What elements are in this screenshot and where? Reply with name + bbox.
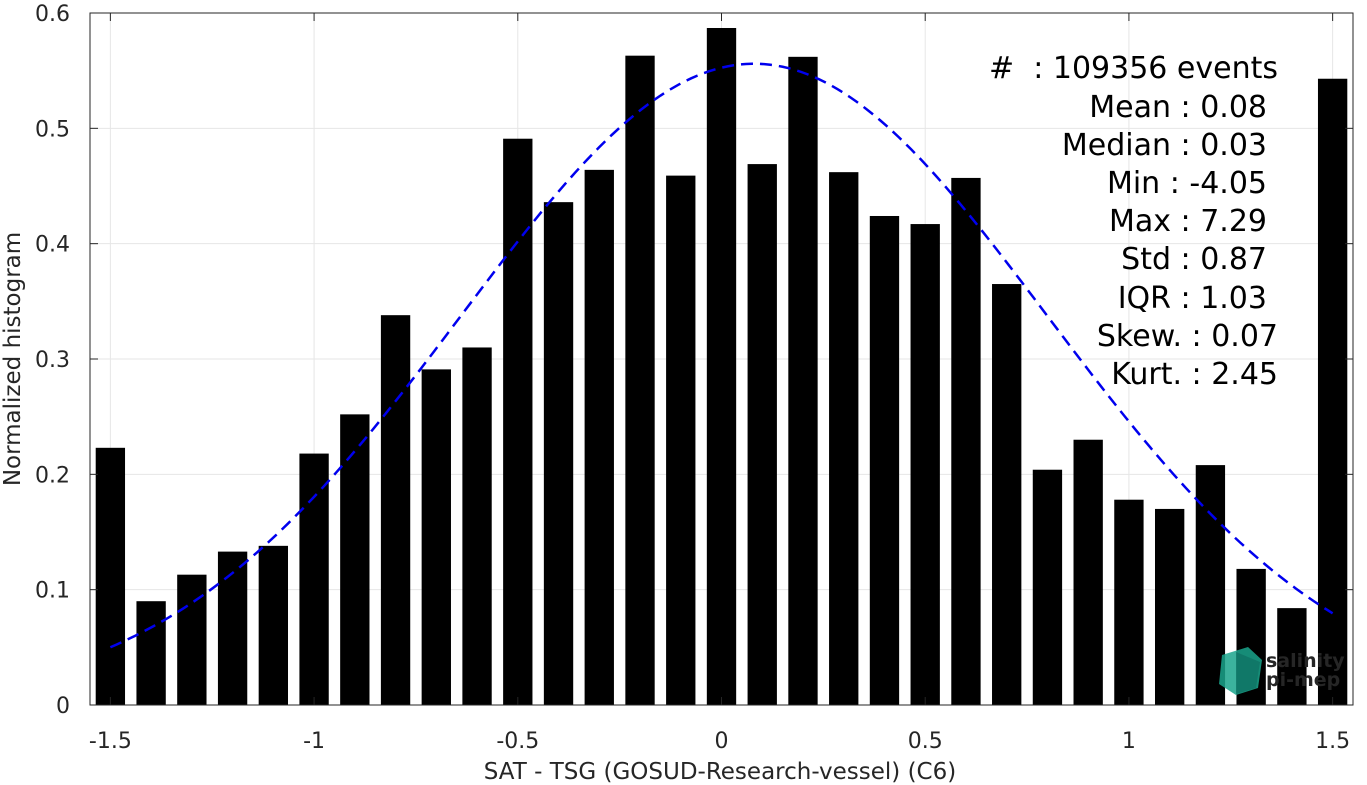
x-tick-label: -1 (303, 729, 325, 754)
stat-skew: Skew. : 0.07 (1097, 319, 1278, 354)
y-tick-label: 0.3 (35, 348, 70, 373)
x-tick-label: 0.5 (908, 729, 943, 754)
stat-std: Std : 0.87 (1121, 242, 1267, 277)
y-tick-label: 0 (56, 694, 70, 719)
x-tick-label: 1 (1122, 729, 1136, 754)
x-axis-label: SAT - TSG (GOSUD-Research-vessel) (C6) (484, 759, 956, 785)
y-tick-label: 0.2 (35, 463, 70, 488)
stat-max: Max : 7.29 (1109, 204, 1267, 239)
histogram-bar (1318, 79, 1347, 705)
histogram-bar (218, 552, 247, 705)
histogram-bar (259, 546, 288, 705)
histogram-bar (462, 347, 491, 705)
histogram-bar (625, 56, 654, 705)
histogram-bar (299, 454, 328, 705)
histogram-bar (96, 448, 125, 705)
y-axis-label: Normalized histogram (0, 232, 26, 486)
histogram-bar (992, 284, 1021, 705)
salinity-pimep-logo: salinity pi-mep (1219, 647, 1345, 695)
histogram-bar (422, 369, 451, 705)
histogram-bar (177, 575, 206, 705)
histogram-bar (340, 414, 369, 705)
histogram-bar (1114, 500, 1143, 705)
y-tick-label: 0.6 (35, 2, 70, 27)
histogram-bar (707, 28, 736, 705)
histogram-bar (911, 224, 940, 705)
y-tick-label: 0.4 (35, 233, 70, 258)
histogram-bar (136, 601, 165, 705)
histogram-bar (544, 202, 573, 705)
histogram-bar (503, 139, 532, 705)
y-tick-label: 0.1 (35, 579, 70, 604)
histogram-bar (870, 216, 899, 705)
stat-median: Median : 0.03 (1062, 128, 1267, 163)
histogram-bar (1074, 440, 1103, 705)
histogram-bar (1155, 509, 1184, 705)
histogram-bar (1033, 470, 1062, 705)
histogram-bar (748, 164, 777, 705)
x-tick-label: 0 (715, 729, 729, 754)
stat-kurt: Kurt. : 2.45 (1111, 357, 1278, 392)
histogram-bar (666, 176, 695, 705)
histogram-bar (951, 178, 980, 705)
histogram-bar (788, 57, 817, 705)
logo-line2: pi-mep (1266, 669, 1340, 691)
y-tick-label: 0.5 (35, 117, 70, 142)
x-tick-label: -0.5 (496, 729, 539, 754)
histogram-bar (381, 315, 410, 705)
x-tick-label: 1.5 (1315, 729, 1350, 754)
stat-mean: Mean : 0.08 (1089, 90, 1267, 125)
histogram-bar (829, 172, 858, 705)
stat-events: # : 109356 events (989, 51, 1278, 86)
histogram-bar (585, 170, 614, 705)
stat-min: Min : -4.05 (1107, 166, 1267, 201)
x-tick-label: -1.5 (89, 729, 132, 754)
stat-iqr: IQR : 1.03 (1118, 281, 1267, 316)
